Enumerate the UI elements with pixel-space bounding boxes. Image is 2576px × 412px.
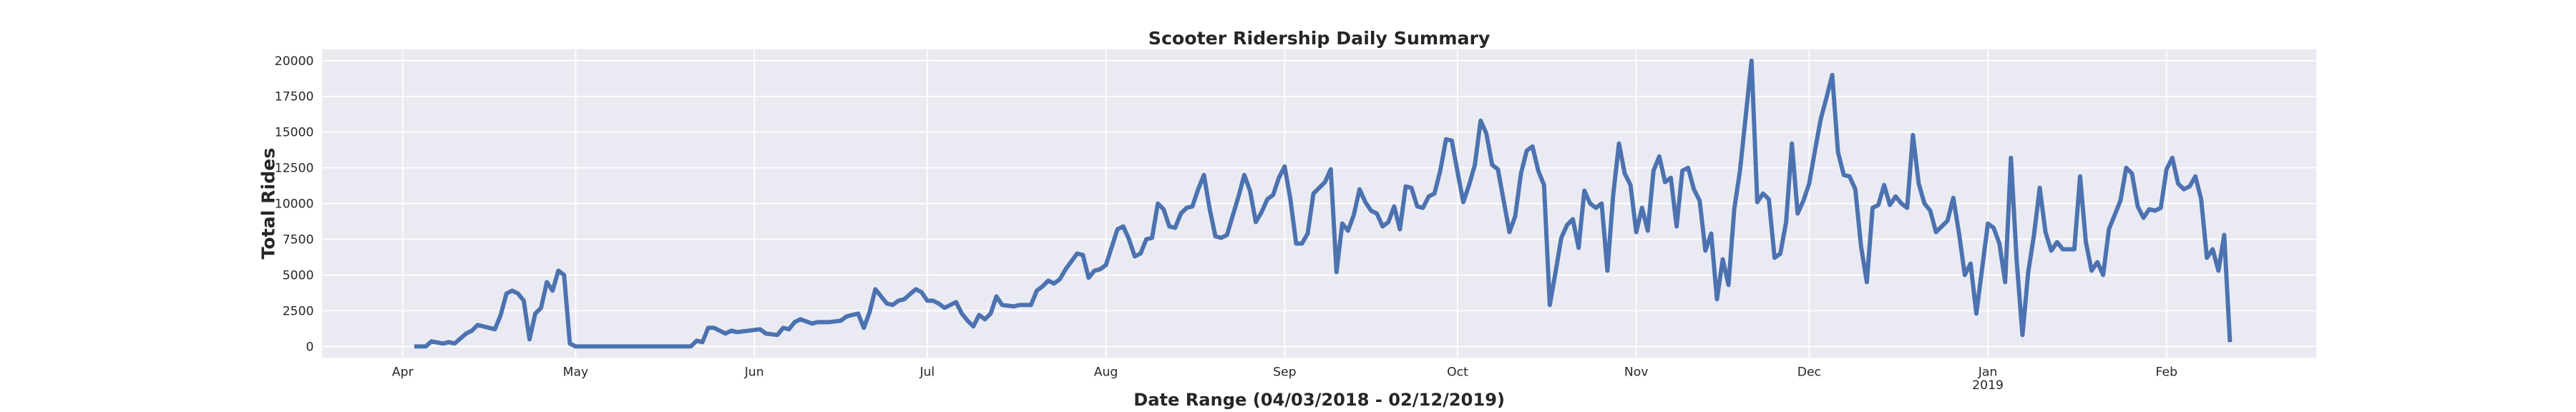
y-tick-label: 7500 <box>283 232 314 247</box>
y-tick-label: 2500 <box>283 304 314 318</box>
y-tick-label: 15000 <box>275 126 314 140</box>
x-axis-label: Date Range (04/03/2018 - 02/12/2019) <box>1133 390 1505 410</box>
y-tick-label: 5000 <box>283 268 314 283</box>
data-line <box>414 58 2233 349</box>
x-tick-label: Feb <box>2156 366 2177 380</box>
x-tick-label: Oct <box>1447 366 1468 380</box>
x-tick-sublabel: 2019 <box>1972 378 2004 393</box>
y-axis-label: Total Rides <box>258 148 278 260</box>
y-tick-label: 0 <box>306 340 314 354</box>
chart-title: Scooter Ridership Daily Summary <box>1148 28 1491 49</box>
x-tick-label: May <box>563 366 589 380</box>
x-tick-label: Aug <box>1094 366 1118 380</box>
x-tick-label: Jan <box>1978 366 1998 380</box>
x-tick-label: Jul <box>919 366 935 380</box>
y-tick-label: 12500 <box>275 162 314 176</box>
x-tick-label: Jun <box>744 366 764 380</box>
x-tick-label: Nov <box>1624 366 1649 380</box>
x-tick-label: Dec <box>1797 366 1821 380</box>
y-tick-label: 10000 <box>275 197 314 212</box>
y-tick-label: 17500 <box>275 90 314 104</box>
y-tick-label: 20000 <box>275 54 314 69</box>
x-tick-label: Apr <box>392 366 414 380</box>
x-tick-label: Sep <box>1273 366 1296 380</box>
